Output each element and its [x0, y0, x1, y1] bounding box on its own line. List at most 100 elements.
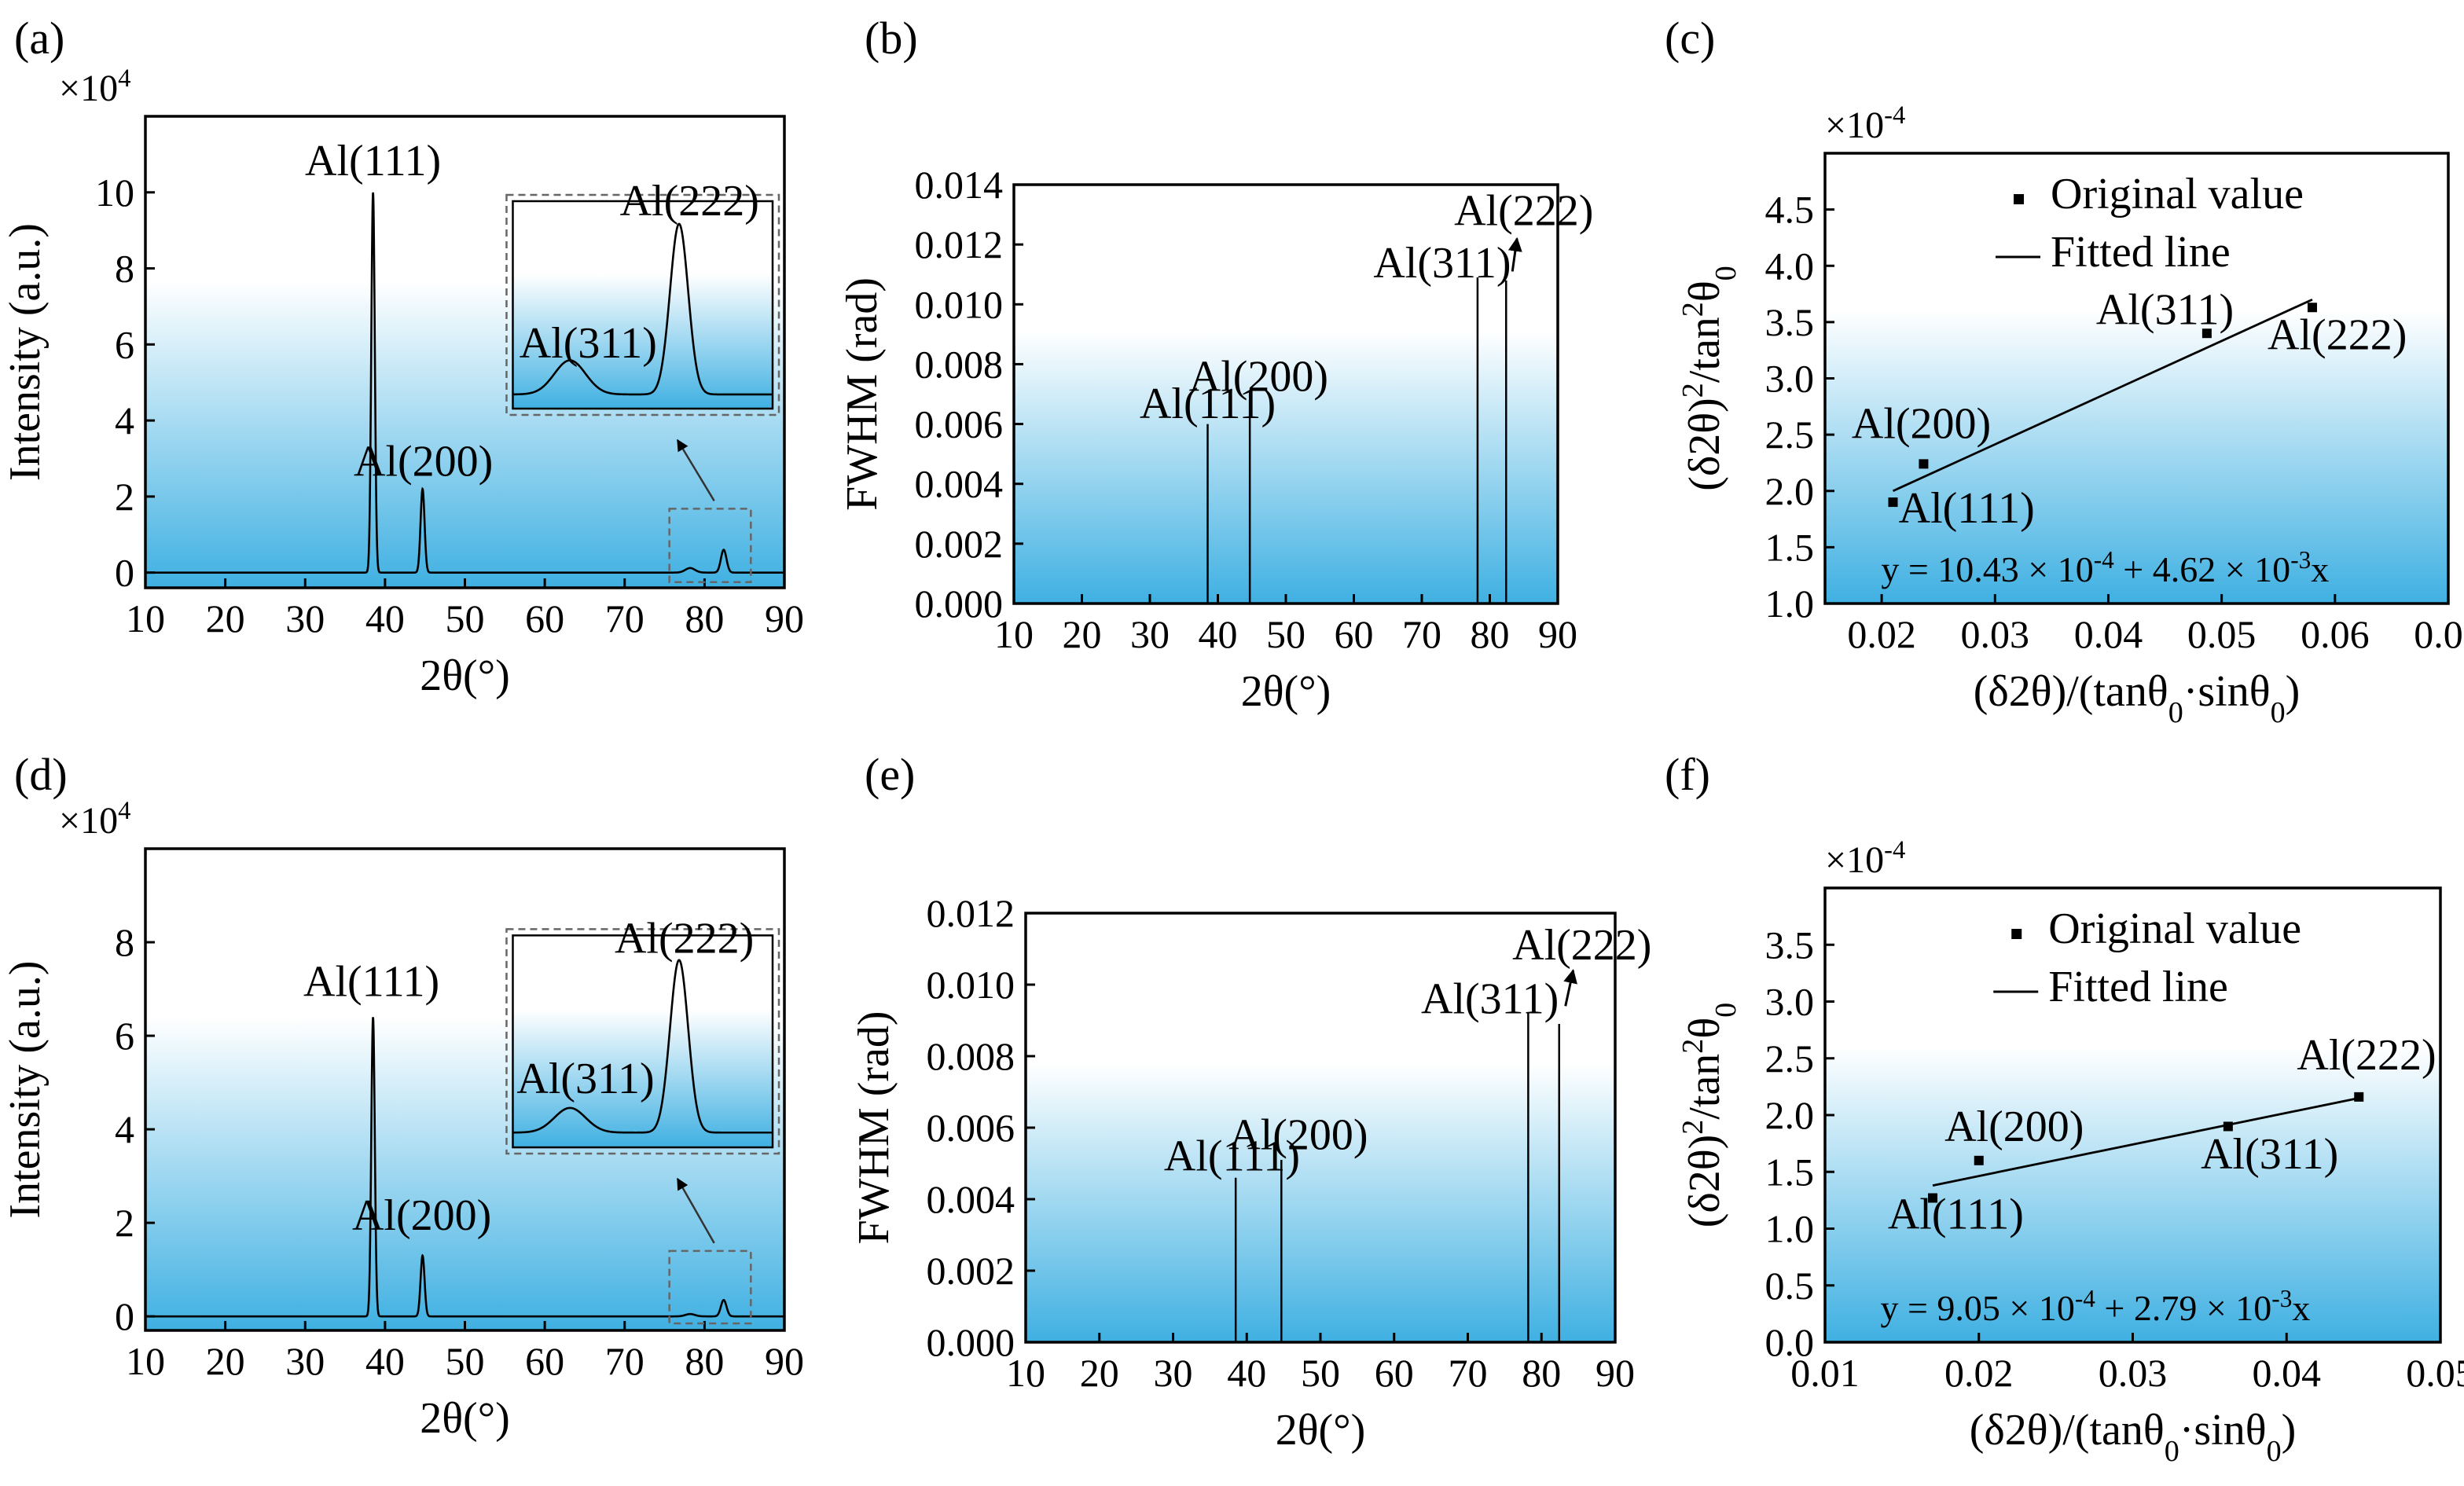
y-tick-label: 0 — [115, 551, 134, 595]
y-tick-label: 2.5 — [1765, 413, 1815, 457]
x-tick-label: 0.03 — [2099, 1351, 2168, 1395]
legend-marker — [2014, 194, 2025, 204]
xrd-pattern-line — [145, 192, 784, 574]
x-tick-label: 80 — [685, 596, 724, 640]
x-tick-label: 30 — [285, 596, 325, 640]
legend-fitted: Fitted line — [2051, 228, 2231, 277]
x-tick-label: 70 — [1402, 612, 1441, 656]
zoom-arrow — [676, 1177, 715, 1244]
axes-frame — [1823, 886, 2442, 1344]
x-tick-label: 60 — [1375, 1351, 1414, 1395]
panel-label: (a) — [14, 13, 64, 64]
fit-equation: y = 10.43 × 10-4 + 4.62 × 10-3x — [1881, 546, 2329, 590]
inset-peak-label: Al(222) — [620, 177, 759, 226]
inset-peak-label: Al(311) — [516, 1055, 654, 1103]
data-point — [2307, 303, 2317, 313]
panel-label: (c) — [1665, 13, 1715, 64]
y-axis-label: FWHM (rad) — [850, 1011, 898, 1244]
inset-peak-label: Al(222) — [615, 914, 754, 963]
y-tick-label: 4.0 — [1765, 244, 1815, 288]
x-axis-label: 2θ(°) — [1276, 1406, 1366, 1455]
x-tick-label: 80 — [685, 1339, 724, 1383]
point-label: Al(200) — [1944, 1103, 2084, 1151]
label-arrow — [1507, 237, 1522, 272]
data-point — [1928, 1193, 1938, 1203]
point-label: Al(311) — [2201, 1130, 2338, 1179]
x-tick-label: 70 — [605, 596, 644, 640]
x-tick-label: 60 — [525, 596, 564, 640]
x-tick-label: 70 — [605, 1339, 644, 1383]
x-tick-label: 10 — [126, 1339, 165, 1383]
x-axis-label: (δ2θ)/(tanθ0·sinθ0) — [1974, 667, 2301, 729]
y-tick-label: 10 — [95, 171, 134, 215]
exponent-label: ×10-4 — [1825, 836, 1905, 881]
label-arrow — [1563, 969, 1577, 1007]
x-tick-label: 0.02 — [1944, 1351, 2014, 1395]
plot-area — [1825, 153, 2448, 604]
axes-frame — [1024, 912, 1617, 1344]
y-tick-label: 1.5 — [1765, 1150, 1815, 1194]
panel-e: (e) 10 20 30 40 50 60 70 80 90 0.000 0.002 0.004 0.00… — [850, 749, 1651, 1455]
x-tick-label: 10 — [994, 612, 1034, 656]
y-tick-label: 4 — [115, 1107, 134, 1151]
plot-area — [1026, 913, 1615, 1342]
y-tick-label: 0.000 — [927, 1320, 1015, 1364]
y-tick-label: 0.008 — [915, 342, 1004, 386]
peak-label: Al(200) — [1228, 1110, 1368, 1159]
fitted-line — [1892, 298, 2313, 493]
y-tick-label: 2 — [115, 1201, 134, 1245]
peak-label: Al(200) — [354, 437, 493, 486]
y-tick-label: 8 — [115, 920, 134, 964]
peak-label: Al(222) — [1454, 186, 1593, 235]
inset-pattern-line — [512, 222, 773, 396]
legend-original: Original value — [2048, 904, 2301, 953]
y-tick-label: 0.010 — [915, 282, 1004, 326]
panel-d: (d) 10 20 30 40 50 60 70 80 90 0 2 4 6 8 2θ(°) Intensity… — [1, 749, 804, 1443]
zoom-region-box — [668, 508, 752, 583]
y-tick-label: 2.0 — [1765, 469, 1815, 513]
exponent-label: ×104 — [59, 64, 130, 109]
y-tick-label: 1.0 — [1765, 582, 1815, 626]
x-tick-label: 40 — [365, 1339, 405, 1383]
inset-peak-label: Al(311) — [520, 319, 657, 368]
data-point — [1919, 459, 1929, 469]
y-tick-label: 0.012 — [915, 222, 1004, 266]
panel-label: (f) — [1665, 749, 1710, 800]
inset-plot — [512, 200, 774, 410]
x-tick-label: 0.04 — [2074, 612, 2143, 656]
peak-label: Al(111) — [303, 957, 439, 1006]
x-tick-label: 0.04 — [2253, 1351, 2322, 1395]
y-tick-label: 1.5 — [1765, 525, 1815, 569]
panel-b: (b) 10 20 30 40 50 60 70 80 90 0.000 0.002 0.004 0.00… — [838, 13, 1593, 716]
y-tick-label: 2 — [115, 475, 134, 519]
y-tick-label: 0.002 — [927, 1249, 1015, 1293]
y-axis-label: FWHM (rad) — [838, 277, 887, 511]
y-tick-label: 4 — [115, 398, 134, 442]
panel-label: (b) — [865, 13, 918, 64]
y-tick-label: 0 — [115, 1294, 134, 1338]
x-tick-label: 30 — [285, 1339, 325, 1383]
y-tick-label: 8 — [115, 247, 134, 291]
x-tick-label: 80 — [1522, 1351, 1561, 1395]
zoom-region-box — [668, 1249, 752, 1325]
x-tick-label: 60 — [1335, 612, 1374, 656]
x-tick-label: 10 — [1006, 1351, 1045, 1395]
data-point — [2201, 328, 2212, 339]
y-tick-label: 3.5 — [1765, 300, 1815, 344]
x-tick-label: 70 — [1449, 1351, 1488, 1395]
x-tick-label: 90 — [1596, 1351, 1635, 1395]
x-tick-label: 50 — [1301, 1351, 1340, 1395]
y-tick-label: 2.5 — [1765, 1037, 1815, 1081]
y-tick-label: 3.0 — [1765, 980, 1815, 1024]
x-tick-label: 60 — [525, 1339, 564, 1383]
x-tick-label: 20 — [1080, 1351, 1119, 1395]
legend-marker — [2011, 929, 2022, 939]
x-tick-label: 50 — [446, 596, 485, 640]
x-tick-label: 40 — [1227, 1351, 1266, 1395]
y-tick-label: 0.5 — [1765, 1264, 1815, 1308]
x-tick-label: 0.03 — [1961, 612, 2030, 656]
exponent-label: ×104 — [59, 797, 130, 842]
y-tick-label: 0.004 — [915, 462, 1004, 506]
x-tick-label: 40 — [1199, 612, 1238, 656]
y-axis-label: (δ2θ)2/tan2θ0 — [1676, 1003, 1742, 1227]
